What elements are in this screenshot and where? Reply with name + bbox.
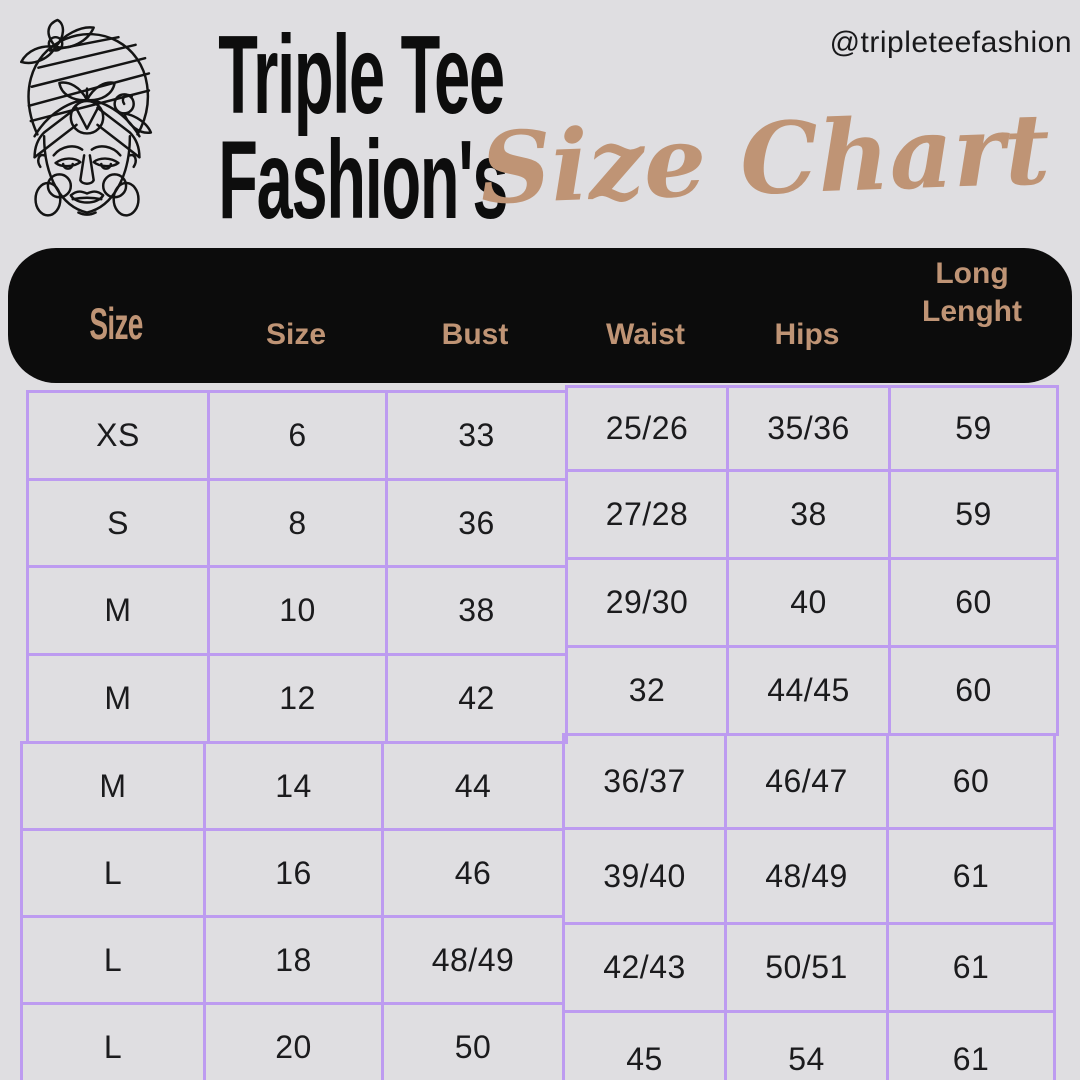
table-cell: 61: [889, 925, 1056, 1013]
table-cell: 40: [729, 560, 891, 648]
table-cell: 61: [889, 1013, 1056, 1080]
table-cell: 6: [210, 393, 388, 481]
table-cell: M: [23, 744, 206, 831]
table-cell: 44/45: [729, 648, 891, 736]
table-cell: 60: [891, 648, 1059, 736]
table-cell: 60: [891, 560, 1059, 648]
table-cell: S: [29, 481, 210, 568]
table-cell: 50: [384, 1005, 565, 1080]
table-cell: M: [29, 656, 210, 744]
table-cell: 39/40: [565, 830, 727, 925]
table-cell: 38: [729, 472, 891, 560]
table-cell: L: [23, 831, 206, 918]
table-cell: 20: [206, 1005, 384, 1080]
social-handle: @tripleteefashion: [829, 26, 1072, 59]
table-cell: 8: [210, 481, 388, 568]
column-header-waist: Waist: [606, 318, 685, 351]
table-cell: 36/37: [565, 736, 727, 830]
table-cell: 54: [727, 1013, 889, 1080]
table-cell: 48/49: [384, 918, 565, 1005]
table-cell: 59: [891, 388, 1059, 472]
size-table-group: XS 6 33 S 8 36 M 10 38 M 12 42: [26, 390, 568, 744]
brand-line-2: Fashion's: [218, 117, 508, 242]
table-cell: 16: [206, 831, 384, 918]
table-cell: M: [29, 568, 210, 656]
table-cell: XS: [29, 393, 210, 481]
table-cell: 46/47: [727, 736, 889, 830]
woman-headwrap-icon: [20, 18, 153, 217]
table-header-bar: [8, 248, 1072, 383]
table-cell: 45: [565, 1013, 727, 1080]
table-cell: L: [23, 1005, 206, 1080]
brand-name: Triple Tee Fashion's: [148, 18, 528, 237]
column-header-size-label: Size: [89, 300, 144, 350]
table-cell: 59: [891, 472, 1059, 560]
table-cell: L: [23, 918, 206, 1005]
column-header-size: Size: [265, 318, 327, 351]
table-cell: 38: [388, 568, 568, 656]
size-table-group: 25/26 35/36 59 27/28 38 59 29/30 40 60 32 44/45 60: [565, 385, 1059, 736]
table-cell: 42: [388, 656, 568, 744]
table-cell: 48/49: [727, 830, 889, 925]
table-cell: 60: [889, 736, 1056, 830]
table-cell: 32: [568, 648, 729, 736]
table-cell: 27/28: [568, 472, 729, 560]
table-cell: 35/36: [729, 388, 891, 472]
table-cell: 18: [206, 918, 384, 1005]
table-cell: 61: [889, 830, 1056, 925]
column-header-bust: Bust: [441, 318, 509, 351]
table-cell: 36: [388, 481, 568, 568]
table-cell: 46: [384, 831, 565, 918]
table-cell: 14: [206, 744, 384, 831]
table-cell: 10: [210, 568, 388, 656]
table-cell: 50/51: [727, 925, 889, 1013]
table-cell: 33: [388, 393, 568, 481]
table-cell: 29/30: [568, 560, 729, 648]
column-header-hips: Hips: [774, 318, 840, 351]
size-table-group: 36/37 46/47 60 39/40 48/49 61 42/43 50/51 61 45 54…: [562, 733, 1056, 1080]
table-cell: 25/26: [568, 388, 729, 472]
table-cell: 42/43: [565, 925, 727, 1013]
size-table-group: M 14 44 L 16 46 L 18 48/49 L 20 50: [20, 741, 565, 1080]
brand-logo: [6, 12, 168, 232]
page-title: Size Chart: [478, 91, 1052, 227]
table-cell: 12: [210, 656, 388, 744]
column-header-long-lenght: Long Lenght: [922, 257, 1022, 328]
brand-line-1: Triple Tee: [218, 12, 505, 137]
table-cell: 44: [384, 744, 565, 831]
